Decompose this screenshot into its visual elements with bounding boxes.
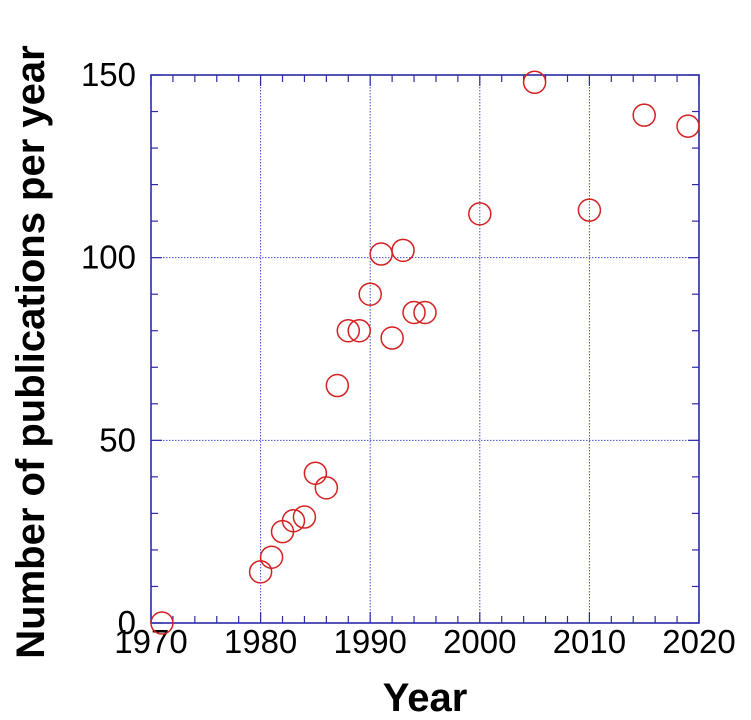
- y-tick-label: 100: [81, 239, 136, 276]
- data-point: [281, 508, 306, 533]
- y-tick-labels: 0 50 100 150: [81, 56, 136, 641]
- data-point: [325, 373, 350, 398]
- data-point: [369, 242, 393, 266]
- data-point: [314, 476, 339, 500]
- data-point: [150, 611, 174, 635]
- data-point: [259, 545, 284, 569]
- x-tick-label: 1970: [114, 623, 187, 660]
- grid-lines: [151, 75, 699, 623]
- data-point: [468, 202, 492, 226]
- data-point: [676, 114, 700, 138]
- data-point: [402, 300, 426, 325]
- data-point: [380, 326, 404, 350]
- y-tick-label: 150: [81, 56, 136, 93]
- x-tick-labels: 1970 1980 1990 2000 2010 2020: [114, 623, 735, 660]
- data-point: [292, 505, 317, 529]
- data-point: [632, 103, 656, 127]
- data-point: [358, 282, 382, 306]
- data-point: [336, 318, 361, 343]
- minor-ticks: [150, 74, 700, 624]
- data-points: [150, 70, 700, 635]
- plot-frame: [150, 74, 700, 624]
- y-axis-title: Number of publications per year: [9, 45, 53, 658]
- data-point: [577, 198, 602, 222]
- x-tick-label: 1990: [333, 623, 406, 660]
- data-point: [522, 70, 547, 95]
- x-tick-label: 1980: [224, 623, 297, 660]
- data-point: [413, 300, 437, 325]
- x-tick-label: 2000: [443, 623, 516, 660]
- data-point: [303, 461, 328, 485]
- x-axis-title: Year: [383, 676, 468, 720]
- data-point: [347, 318, 371, 343]
- y-tick-label: 50: [99, 421, 136, 458]
- x-tick-label: 2020: [662, 623, 735, 660]
- data-point: [391, 238, 415, 263]
- x-tick-label: 2010: [553, 623, 626, 660]
- y-tick-label: 0: [118, 604, 136, 641]
